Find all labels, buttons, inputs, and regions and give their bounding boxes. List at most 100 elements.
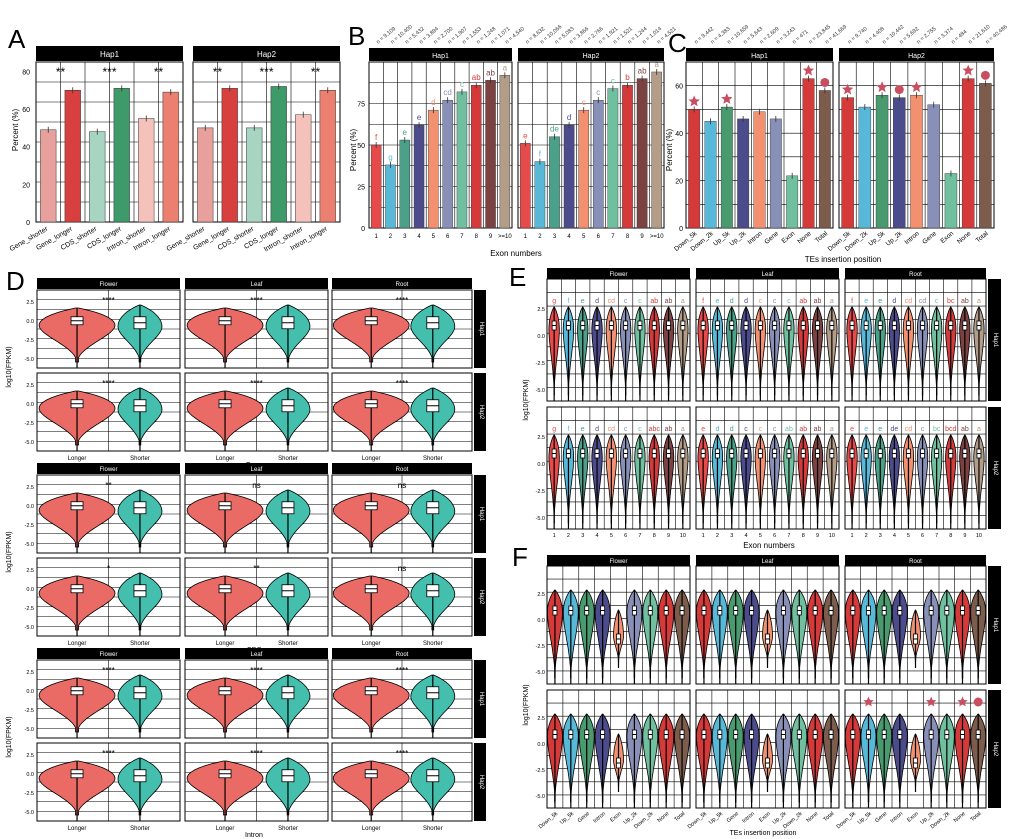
panel-A-ytick: 40 bbox=[22, 145, 30, 152]
panel-B-bar bbox=[636, 78, 648, 229]
panel-C-xtick: Exon bbox=[939, 230, 955, 245]
panel-B-xtick: 6 bbox=[597, 234, 601, 240]
panel-D-sig: ns bbox=[252, 481, 260, 490]
panel-A-bar bbox=[138, 118, 155, 223]
panel-D-sig: ns bbox=[398, 564, 406, 573]
panel-D-sig: ns bbox=[398, 481, 406, 490]
panel-E-xtick: 8 bbox=[949, 533, 952, 539]
panel-C-ytick: 0 bbox=[679, 226, 683, 233]
panel-F-star-marker bbox=[863, 696, 874, 707]
panel-E-sig-letter: f bbox=[702, 298, 704, 305]
panel-E-tissue-strip bbox=[696, 268, 839, 279]
panel-B-xtick: 3 bbox=[553, 234, 557, 240]
panel-A-bar bbox=[89, 131, 106, 223]
panel-E-sig-letter: ab bbox=[814, 298, 822, 305]
panel-D-tissue-label: Root bbox=[396, 652, 409, 658]
panel-F-star-marker bbox=[957, 696, 968, 707]
panel-C-star-marker bbox=[802, 64, 815, 76]
panel-E-sig-letter: c bbox=[759, 426, 763, 433]
panel-B-strip-label: Hap1 bbox=[432, 53, 449, 60]
panel-F-xtick: Exon bbox=[758, 811, 771, 824]
panel-C-xtick: Up_5k bbox=[867, 230, 886, 248]
panel-D-tissue-strip bbox=[332, 648, 472, 659]
panel-E-sig-letter: d bbox=[730, 298, 734, 305]
panel-C-bar bbox=[737, 118, 750, 229]
panel-D-ytick: -5.0 bbox=[25, 727, 34, 733]
panel-F-xtick: Intron bbox=[741, 811, 756, 825]
panel-F-xtick: Up_5k bbox=[559, 811, 575, 826]
panel-A-sig: ** bbox=[311, 65, 321, 79]
panel-D-ytick: -5.0 bbox=[25, 625, 34, 631]
panel-E-xtick: 1 bbox=[851, 533, 854, 539]
panel-E-xtick: 6 bbox=[624, 533, 627, 539]
panel-C-star-marker bbox=[721, 93, 733, 104]
panel-D-ytick: -5.0 bbox=[25, 542, 34, 548]
panel-B-xtick: 1 bbox=[524, 234, 528, 240]
panel-D-ylabel: log10(FPKM) bbox=[6, 531, 13, 572]
panel-C-star-marker bbox=[910, 81, 923, 93]
panel-B-sig-letter: g bbox=[388, 153, 392, 162]
panel-E-sig-letter: e bbox=[701, 426, 705, 433]
panel-B-bar bbox=[413, 124, 425, 229]
panel-E-ytick: 0.0 bbox=[537, 462, 545, 468]
panel-F-tissue-label: Root bbox=[909, 559, 922, 565]
panel-C-xtick: Total bbox=[814, 230, 829, 245]
panel-C-bar bbox=[720, 106, 733, 229]
panel-A-sig: *** bbox=[102, 65, 116, 79]
panel-E-sig-letter: cd bbox=[608, 298, 616, 305]
panel-C-bar bbox=[893, 97, 906, 229]
panel-F-xtick: Exon bbox=[609, 811, 622, 824]
panel-E-ytick: -5.0 bbox=[536, 516, 545, 522]
panel-C-bar bbox=[910, 94, 923, 229]
panel-D-sig: **** bbox=[102, 666, 114, 675]
panel-F-xtick: Intron bbox=[889, 811, 904, 825]
panel-B-bar bbox=[370, 144, 382, 229]
panel-B-ytick: 50 bbox=[357, 143, 365, 150]
panel-F-xtick: Exon bbox=[906, 811, 919, 824]
panel-E-sig-letter: c bbox=[787, 298, 791, 305]
panel-C-xtick: Up_5k bbox=[712, 230, 731, 248]
panel-C-star-marker bbox=[876, 81, 888, 93]
panel-F-xtick: Gene bbox=[726, 811, 740, 824]
panel-F-ytick: -2.5 bbox=[536, 644, 545, 650]
panel-B-sig-letter: c bbox=[596, 88, 600, 97]
panel-B-xtick: 9 bbox=[640, 234, 644, 240]
panel-A-ytick: 80 bbox=[22, 69, 30, 76]
panel-F-tissue-strip bbox=[696, 555, 839, 566]
panel-D-xlabel: Intron bbox=[245, 832, 263, 839]
panel-E-sig-letter: c bbox=[935, 298, 939, 305]
panel-A-ytick: 20 bbox=[22, 182, 30, 189]
panel-A-bar bbox=[246, 127, 263, 223]
panel-D-xtick: Longer bbox=[68, 456, 87, 462]
panel-B-sig-letter: ab bbox=[472, 73, 481, 82]
panel-E-xtick: 2 bbox=[716, 533, 719, 539]
panel-B-bar bbox=[607, 88, 619, 229]
panel-F-xtick: Gene bbox=[577, 811, 591, 824]
panel-D-ytick: -5.0 bbox=[25, 810, 34, 816]
panel-E-sig-letter: cd bbox=[608, 426, 616, 433]
panel-C-strip-label: Hap2 bbox=[908, 53, 925, 60]
panel-B-bar bbox=[651, 71, 663, 229]
panel-E-xtick: 6 bbox=[921, 533, 924, 539]
panel-D-xtick: Longer bbox=[362, 826, 381, 832]
panel-D-hap-label: Hap2 bbox=[478, 405, 484, 420]
panel-D-ylabel: log10(FPKM) bbox=[6, 716, 13, 757]
panel-D-sig: ** bbox=[253, 564, 259, 573]
panel-E-xtick: 3 bbox=[581, 533, 584, 539]
panel-D-sig: **** bbox=[396, 666, 408, 675]
panel-C-strip bbox=[686, 48, 833, 61]
panel-A-sig: ** bbox=[56, 65, 66, 79]
panel-E-sig-letter: d bbox=[595, 298, 599, 305]
panel-D-xtick: Shorter bbox=[423, 826, 443, 832]
panel-E-sig-letter: f bbox=[567, 298, 569, 305]
panel-D-hap-label: Hap1 bbox=[478, 507, 484, 522]
panel-A-bar bbox=[295, 114, 312, 223]
panel-E-sig-letter: c bbox=[773, 426, 777, 433]
panel-A-ytick: 60 bbox=[22, 107, 30, 114]
panel-E-sig-letter: ab bbox=[799, 426, 807, 433]
panel-C-dot-marker bbox=[894, 85, 904, 95]
panel-D-ytick: 2.5 bbox=[26, 485, 34, 491]
panel-B-ytick: 25 bbox=[357, 185, 365, 192]
panel-F-xtick: Total bbox=[823, 811, 836, 823]
panel-C-bar bbox=[979, 83, 992, 229]
